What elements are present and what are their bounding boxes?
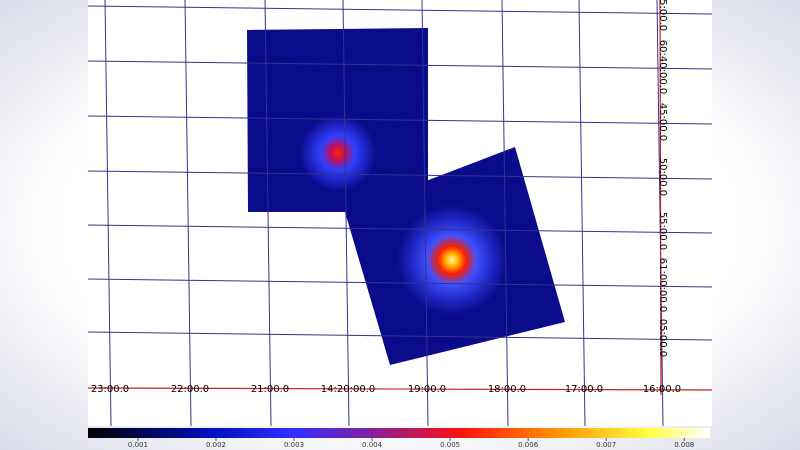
ra-label: 18:00.0 [488, 384, 526, 395]
ra-label: 23:00.0 [91, 384, 129, 395]
colorbar-tick-label: 0.001 [128, 441, 148, 449]
colorbar-tick-label: 0.006 [518, 441, 539, 449]
ra-label: 19:00.0 [408, 384, 446, 395]
grid-line [421, 0, 429, 427]
axis-labels: 23:00.0 22:00.0 21:00.0 14:20:00.0 19:00.0 18… [91, 0, 681, 395]
grid-line [87, 278, 713, 288]
source-glow [397, 205, 507, 315]
colorbar-ticks: 0.001 0.002 0.003 0.004 0.005 0.006 0.007 0.008 [128, 438, 694, 449]
dec-label: 05:00.0 [657, 319, 668, 357]
grid-line [87, 60, 713, 70]
source-glow [300, 115, 376, 191]
images [247, 28, 565, 365]
grid-line [87, 331, 713, 341]
grid-line [87, 5, 713, 15]
dec-label: 35:00.0 [657, 0, 668, 31]
colorbar-tick-label: 0.004 [362, 441, 383, 449]
dec-label: 61:00:00.0 [657, 258, 668, 312]
grid-line [184, 0, 192, 427]
dec-label: 55:00.0 [657, 212, 668, 250]
dec-axis [659, 0, 662, 396]
colorbar [88, 428, 710, 438]
coordinate-grid [87, 0, 713, 427]
grid-line [342, 0, 350, 427]
grid-line [87, 224, 713, 234]
ra-label: 14:20:00.0 [321, 384, 375, 395]
ra-axis [87, 387, 713, 391]
grid-line [104, 0, 112, 427]
dec-label: 60:40:00.0 [657, 40, 668, 94]
colorbar-tick-label: 0.007 [596, 441, 616, 449]
grid-line [87, 115, 713, 125]
dec-label: 50:00.0 [657, 158, 668, 196]
grid-line [501, 0, 509, 427]
colorbar-tick-label: 0.002 [206, 441, 226, 449]
colorbar-tick-label: 0.003 [284, 441, 304, 449]
grid-line [578, 0, 586, 427]
ra-label: 21:00.0 [251, 384, 289, 395]
colorbar-tick-label: 0.008 [674, 441, 694, 449]
ra-label: 22:00.0 [171, 384, 209, 395]
grid-line [87, 170, 713, 180]
ra-label: 16:00.0 [643, 384, 681, 395]
dec-label: 45:00.0 [657, 103, 668, 141]
ra-label: 17:00.0 [565, 384, 603, 395]
grid-line [264, 0, 272, 427]
colorbar-tick-label: 0.005 [440, 441, 460, 449]
